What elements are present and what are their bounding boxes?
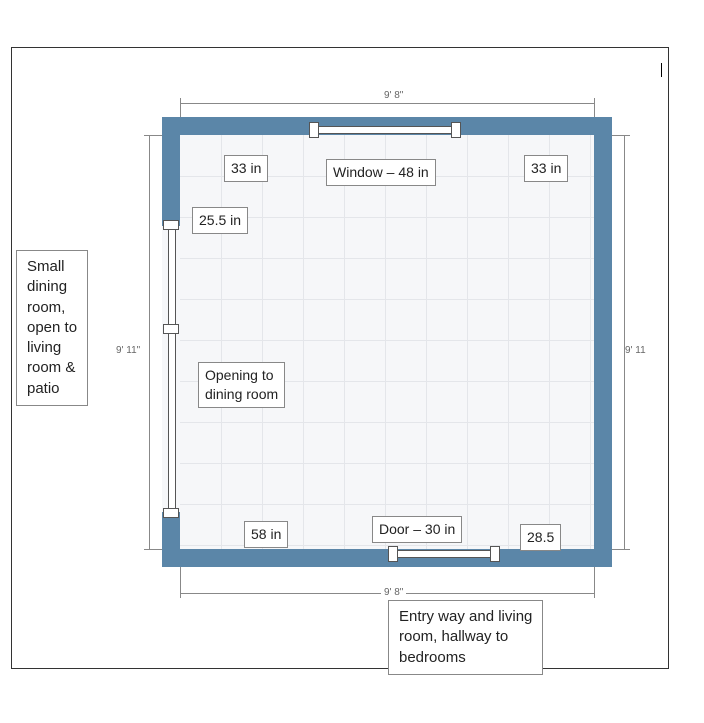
label-door: Door – 30 in xyxy=(372,516,462,543)
window-fixture xyxy=(315,126,455,134)
label-25-5: 25.5 in xyxy=(192,207,248,234)
grid-v xyxy=(344,135,345,549)
dim-top-line xyxy=(180,103,594,104)
grid-v xyxy=(467,135,468,549)
grid-h xyxy=(180,504,594,505)
dim-top-text: 9' 8" xyxy=(381,90,406,101)
grid-v xyxy=(262,135,263,549)
window-cap-l xyxy=(309,122,319,138)
dim-right-text: 9' 11 xyxy=(625,343,646,358)
label-33-top-right: 33 in xyxy=(524,155,568,182)
note-entry-way: Entry way and living room, hallway to be… xyxy=(388,600,543,675)
label-opening: Opening to dining room xyxy=(198,362,285,408)
door-cap-r xyxy=(490,546,500,562)
grid-v xyxy=(221,135,222,549)
opening-cap-b xyxy=(163,508,179,518)
window-cap-r xyxy=(451,122,461,138)
dim-bottom-tick-l xyxy=(180,564,181,598)
room-floor xyxy=(180,135,594,549)
dim-right-line xyxy=(624,135,625,549)
label-28-5: 28.5 xyxy=(520,524,561,551)
label-58: 58 in xyxy=(244,521,288,548)
opening-bar xyxy=(168,226,176,512)
grid-h xyxy=(180,258,594,259)
opening-cap-m xyxy=(163,324,179,334)
grid-v xyxy=(426,135,427,549)
door-fixture xyxy=(394,550,494,558)
grid-h xyxy=(180,340,594,341)
grid-v xyxy=(303,135,304,549)
opening-cap-t xyxy=(163,220,179,230)
note-dining-room: Small dining room, open to living room &… xyxy=(16,250,88,406)
dim-bottom-text: 9' 8" xyxy=(381,587,406,598)
dim-bottom-tick-r xyxy=(594,564,595,598)
grid-v xyxy=(590,135,591,549)
dim-left-text: 9' 11" xyxy=(116,343,140,358)
grid-v xyxy=(385,135,386,549)
label-33-top-left: 33 in xyxy=(224,155,268,182)
grid-v xyxy=(549,135,550,549)
text-cursor xyxy=(661,63,662,77)
dim-left-line xyxy=(149,135,150,549)
grid-h xyxy=(180,463,594,464)
grid-h xyxy=(180,299,594,300)
label-window: Window – 48 in xyxy=(326,159,436,186)
grid-h xyxy=(180,422,594,423)
grid-v xyxy=(508,135,509,549)
door-cap-l xyxy=(388,546,398,562)
